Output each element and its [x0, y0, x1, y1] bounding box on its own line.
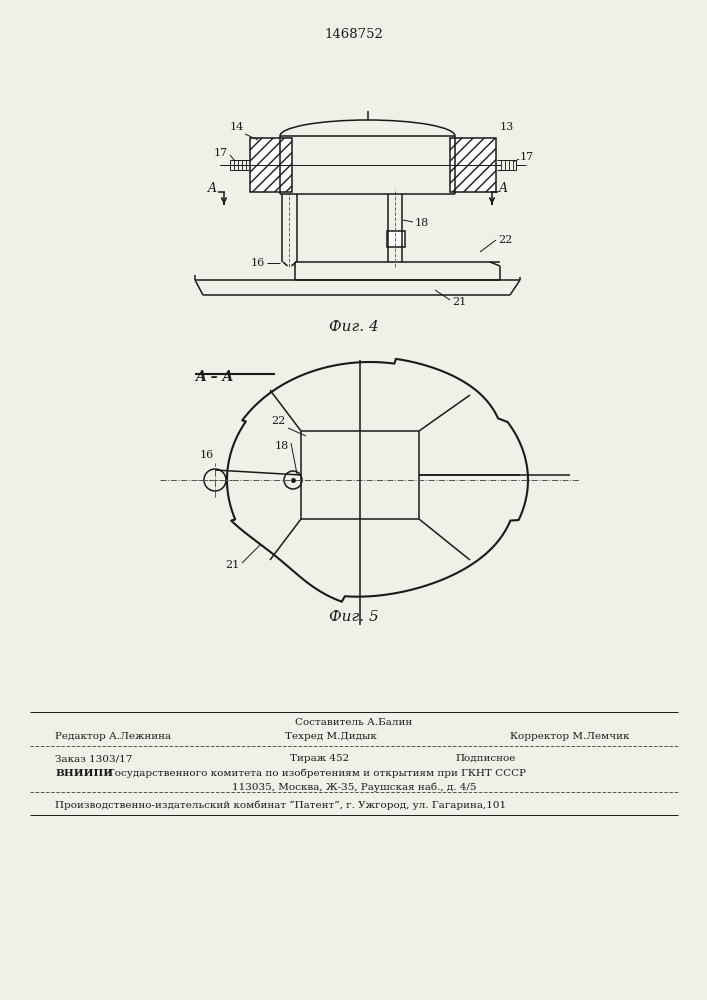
Text: Тираж 452: Тираж 452 — [290, 754, 349, 763]
Text: 17: 17 — [520, 152, 534, 162]
Text: Корректор М.Лемчик: Корректор М.Лемчик — [510, 732, 629, 741]
Text: Фиг. 4: Фиг. 4 — [329, 320, 379, 334]
Text: 1468752: 1468752 — [325, 28, 383, 41]
Text: Фиг. 5: Фиг. 5 — [329, 610, 379, 624]
Text: 18: 18 — [415, 218, 429, 228]
Text: ВНИИПИ: ВНИИПИ — [55, 769, 113, 778]
Text: Производственно-издательский комбинат “Патент”, г. Ужгород, ул. Гагарина,101: Производственно-издательский комбинат “П… — [55, 800, 506, 810]
Text: 21: 21 — [226, 560, 240, 570]
Text: A: A — [499, 182, 508, 196]
Text: 22: 22 — [498, 235, 513, 245]
Text: Техред М.Дидык: Техред М.Дидык — [285, 732, 377, 741]
Text: 14: 14 — [230, 122, 244, 132]
Text: A: A — [208, 182, 217, 196]
Text: 113035, Москва, Ж-35, Раушская наб., д. 4/5: 113035, Москва, Ж-35, Раушская наб., д. … — [232, 782, 477, 792]
Text: 21: 21 — [452, 297, 466, 307]
Text: 13: 13 — [500, 122, 514, 132]
Text: 18: 18 — [275, 441, 289, 451]
Bar — [450, 138, 496, 192]
Text: Редактор А.Лежнина: Редактор А.Лежнина — [55, 732, 171, 741]
Text: 17: 17 — [214, 148, 228, 158]
Bar — [387, 231, 405, 247]
Text: Подписное: Подписное — [455, 754, 515, 763]
Text: A – A: A – A — [195, 370, 233, 384]
Text: 16: 16 — [251, 258, 265, 268]
Text: Заказ 1303/17: Заказ 1303/17 — [55, 754, 132, 763]
Bar — [250, 138, 292, 192]
Text: Государственного комитета по изобретениям и открытиям при ГКНТ СССР: Государственного комитета по изобретения… — [108, 769, 526, 778]
Text: 16: 16 — [200, 450, 214, 460]
Text: 22: 22 — [271, 416, 286, 426]
Text: Составитель А.Балин: Составитель А.Балин — [296, 718, 413, 727]
